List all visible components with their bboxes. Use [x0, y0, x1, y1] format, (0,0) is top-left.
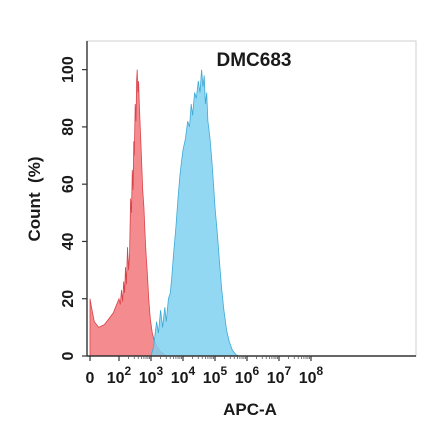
y-tick-label: 40 [60, 232, 77, 250]
histogram-series-2 [150, 69, 239, 357]
x-tick-label: 102 [107, 364, 132, 387]
x-tick-label: 105 [203, 364, 228, 387]
histogram-series-1 [89, 69, 168, 357]
series-layer [89, 69, 239, 357]
x-tick-label: 107 [267, 364, 292, 387]
x-tick-label: 108 [299, 364, 324, 387]
x-axis-ticks: 0 102 103 104 105 106 107 108 [86, 356, 324, 387]
y-axis-title: Count (%) [25, 157, 44, 242]
y-tick-label: 80 [60, 118, 77, 136]
x-tick-label: 106 [235, 364, 260, 387]
x-tick-label: 104 [171, 364, 196, 387]
y-axis-ticks: 0 20 40 60 80 100 [60, 56, 87, 360]
x-tick-label: 103 [139, 364, 164, 387]
chart-title: DMC683 [217, 50, 292, 71]
y-tick-label: 20 [60, 290, 77, 308]
y-tick-label: 0 [60, 351, 77, 360]
x-tick-label: 0 [86, 370, 95, 387]
y-tick-label: 60 [60, 175, 77, 193]
y-tick-label: 100 [60, 56, 77, 83]
x-axis-title: APC-A [223, 400, 277, 419]
